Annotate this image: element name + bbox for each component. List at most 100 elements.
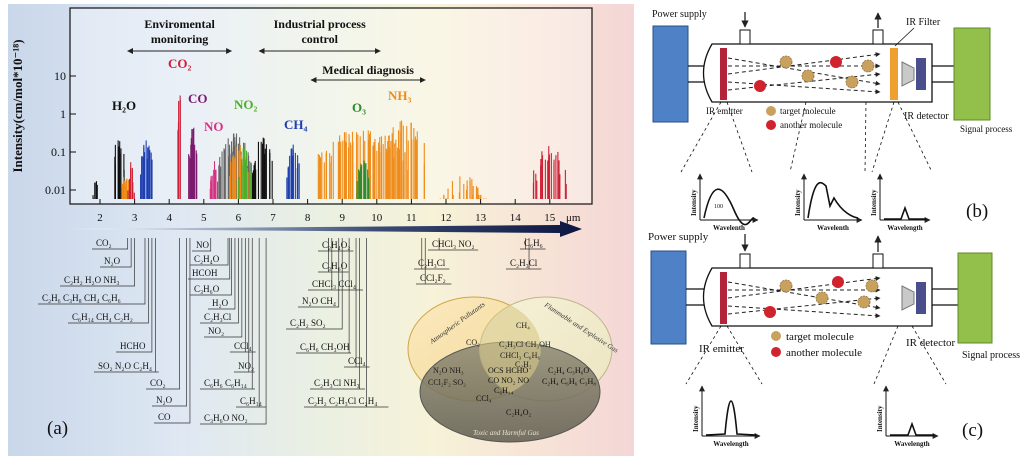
gas-label: C₆H₆ CH₃OH — [300, 342, 350, 352]
gas-label: NO — [196, 240, 209, 250]
gas-label-leader — [304, 238, 389, 408]
y-axis-label: Intensity(cm/mol*10⁻¹⁸) — [10, 39, 25, 172]
gas-label-leader — [200, 238, 239, 324]
gas-category-venn: Atmospheric Pollutants Flammable and Exp… — [407, 296, 620, 443]
species-label: CO — [188, 91, 208, 106]
target-molecule — [779, 279, 793, 293]
x-tick-label: 14 — [510, 212, 522, 224]
ir-emitter-c — [720, 272, 727, 324]
gas-label: C₆H₆ C₆H₁₄ — [204, 378, 247, 388]
gas-label-leader — [146, 238, 180, 390]
venn-gas-name: C₂H₄ C₃H₆O — [548, 366, 589, 375]
wavelength-axis-arrow — [70, 221, 582, 237]
target-molecule — [779, 55, 793, 69]
gas-label: C₂H₃Cl NH₃ — [314, 378, 360, 388]
gas-label: CO₂ — [96, 238, 112, 248]
gas-label: C₂H₃Cl — [510, 258, 538, 268]
gas-label: N₂O — [156, 395, 173, 405]
signal-process-label-b: Signal process — [960, 124, 1013, 134]
gas-label: C₆H₁₄ CH₄ C₂H₂ — [72, 312, 133, 322]
target-molecule — [857, 295, 871, 309]
application-label: Enviromental monitoring — [144, 17, 215, 46]
gas-label-leader — [200, 238, 267, 425]
gas-label-leader — [414, 238, 450, 270]
signal-process-b — [953, 27, 991, 121]
species-label: O₃ — [352, 100, 366, 115]
gas-label-leader — [152, 238, 187, 407]
gas-label: HCHO — [120, 341, 146, 351]
gas-label: C₂H₃Cl — [204, 312, 232, 322]
gas-label-leader — [188, 238, 231, 280]
application-ranges: Enviromental monitoring Industrial process… — [127, 17, 426, 83]
application-label-line: Enviromental — [144, 17, 215, 31]
venn-gas-name: CO₂ — [466, 338, 480, 347]
gas-label: HCOH — [192, 268, 218, 278]
gas-label: C₃H₆O — [194, 284, 220, 294]
gas-label: N₂O CH₄ — [302, 296, 336, 306]
y-tick-label: 0.01 — [45, 183, 66, 197]
absorption-spectrum — [92, 95, 567, 199]
x-tick-label: 11 — [406, 212, 417, 224]
mini-plot-curve — [890, 421, 934, 436]
panel-b-label: (b) — [966, 201, 988, 222]
gas-label: C₂H₂ C₂H₃Cl C₂H₄ — [308, 396, 377, 406]
gas-label-leader — [230, 238, 256, 353]
x-tick-label: 13 — [475, 212, 487, 224]
gas-label-leader — [236, 238, 267, 408]
ir-filter-label: IR Filter — [906, 17, 941, 28]
gas-label-leader — [116, 238, 153, 353]
gas-label-leader — [190, 238, 232, 296]
ir-detector-b — [916, 58, 926, 90]
another-molecule — [832, 276, 844, 288]
gas-label-leader — [520, 238, 546, 250]
gas-label-leader — [296, 238, 351, 354]
gas-label: C₂H₄O₂ — [322, 240, 350, 250]
panel-b: Power supply IR Filter IR emitter IR det… — [652, 9, 1013, 232]
legend-another-dot-c — [771, 347, 781, 357]
mini-plot-curve — [705, 400, 757, 436]
application-label: Industrial process control — [274, 17, 366, 46]
x-tick-label: 4 — [166, 212, 172, 224]
x-tick-label: 9 — [339, 212, 345, 224]
gas-label: C₆H₆ — [524, 238, 543, 248]
application-label: Medical diagnosis — [322, 63, 414, 77]
venn-gas-name: C₆H₁₄ — [494, 386, 514, 395]
target-molecule — [801, 69, 815, 83]
power-supply-label-c: Power supply — [648, 231, 709, 243]
mini-plot-xlabel: Wavelength — [887, 224, 922, 232]
gas-label: CO₂ — [150, 378, 166, 388]
gas-label: CO — [158, 412, 171, 422]
species-label: CH₄ — [284, 117, 308, 132]
venn-gas-name: C₂H₂ — [515, 360, 532, 369]
lens-c — [901, 285, 915, 311]
gas-label-leader — [234, 238, 255, 373]
power-supply-b — [652, 25, 689, 123]
mini-plot-ylabel: Intensity — [690, 189, 698, 216]
venn-overlap-ab — [479, 305, 541, 393]
target-molecule — [865, 279, 879, 293]
gas-label: CHCl₃ NO₂ — [432, 239, 475, 249]
venn-gas-name: OCS HCHO — [488, 366, 528, 375]
x-tick-label: 3 — [132, 212, 138, 224]
gas-label: C₂H₆ C₃H₈ CH₄ C₆H₆ — [42, 293, 121, 303]
gas-label-leader — [506, 238, 542, 270]
x-tick-label: 6 — [236, 212, 242, 224]
legend-target-b: target molecule — [780, 106, 836, 116]
molecules-c — [764, 276, 879, 318]
mini-plot-ylabel: Intensity — [870, 189, 878, 216]
ir-emitter-label-c: IR emitter — [699, 343, 744, 355]
gas-label: NO₂ — [238, 361, 254, 371]
legend-target-dot-b — [766, 106, 776, 116]
legend-target-c: target molecule — [786, 331, 854, 343]
ir-rays-c — [727, 276, 881, 319]
outlet-c — [872, 253, 884, 269]
gas-label: CCl₂F₂ — [420, 273, 446, 283]
x-tick-label: 8 — [305, 212, 311, 224]
gas-label: CCl₄ — [234, 341, 252, 351]
application-label-line: Industrial process — [274, 17, 366, 31]
panel-a-label: (a) — [47, 418, 68, 439]
gas-label: C₂H₂ H₂O NH₃ — [64, 275, 120, 285]
gas-label-leader — [38, 238, 146, 305]
